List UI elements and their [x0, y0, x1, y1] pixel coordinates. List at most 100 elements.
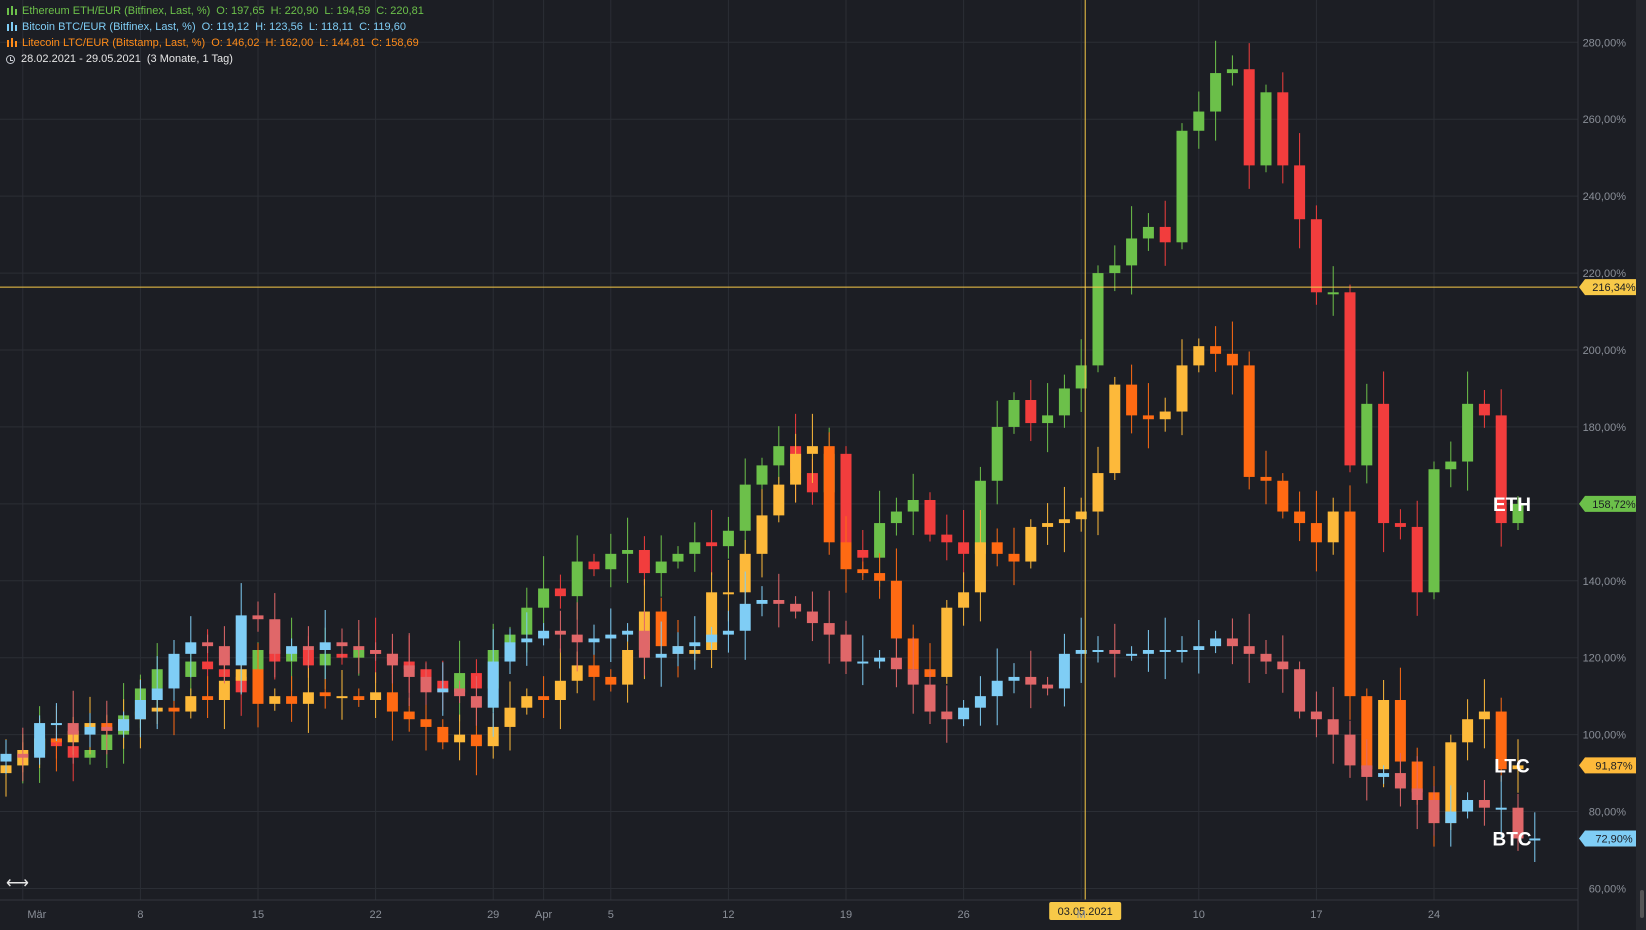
candle [538, 676, 550, 718]
candle-body [17, 753, 29, 758]
candle-body [554, 588, 566, 597]
legend-ltc-name: Litecoin LTC/EUR (Bitstamp, Last, %) [22, 37, 206, 49]
crosshair-value-label: 216,34% [1592, 282, 1636, 294]
candle [1008, 392, 1020, 434]
candle [487, 629, 499, 737]
candle-body [1327, 511, 1339, 543]
candle-body [1462, 403, 1474, 462]
candle [403, 633, 415, 706]
candle [1512, 739, 1524, 793]
candle [756, 457, 768, 492]
candle [1142, 630, 1154, 672]
candle [1394, 509, 1406, 540]
candle [605, 533, 617, 588]
candle-body [958, 542, 970, 554]
candle-body [1277, 92, 1289, 166]
candle-body [302, 692, 314, 704]
candle [874, 650, 886, 669]
legend-eth[interactable]: Ethereum ETH/EUR (Bitfinex, Last, %) O: … [6, 3, 430, 19]
legend-ltc-close: C: 158,69 [371, 37, 419, 49]
candle [302, 660, 314, 733]
x-tick-label: M [1077, 909, 1086, 921]
candle-body [1210, 638, 1222, 647]
candle-body [1142, 415, 1154, 420]
candle-body [571, 665, 583, 681]
candle [1260, 450, 1272, 505]
candle [605, 669, 617, 692]
candle-body [1277, 480, 1289, 512]
candle-body [218, 646, 230, 666]
candle [1411, 756, 1423, 830]
candle-body [941, 607, 953, 677]
series-name-label: LTC [1494, 756, 1530, 777]
scrollbar-thumb[interactable] [1640, 890, 1644, 918]
last-value-box [1579, 757, 1643, 774]
candle-body [806, 446, 818, 454]
candle-body [706, 592, 718, 650]
candle [1294, 491, 1306, 542]
candle [1176, 339, 1188, 436]
legend-ltc-low: L: 144,81 [319, 37, 366, 49]
candle [991, 648, 1003, 726]
candle-body [420, 676, 432, 693]
candle-body [34, 723, 46, 758]
candle [840, 620, 852, 674]
candle [1042, 383, 1054, 453]
candle [1058, 633, 1070, 707]
candle-body [605, 676, 617, 685]
candle-body [151, 688, 163, 700]
candle-body [773, 446, 785, 466]
series-name-label: ETH [1493, 495, 1531, 516]
candle-body [1445, 811, 1457, 824]
x-tick-label: 5 [608, 909, 614, 921]
candle-body [706, 634, 718, 643]
candle [1378, 765, 1390, 784]
candle [1445, 441, 1457, 488]
candle [1142, 213, 1154, 251]
candle-body [454, 734, 466, 743]
candle [151, 656, 163, 730]
candle-body [840, 542, 852, 570]
candle-body [403, 665, 415, 677]
expand-horizontal-icon[interactable]: ⟷ [6, 875, 29, 892]
candle [1327, 686, 1339, 764]
candle [319, 610, 331, 680]
candle [554, 648, 566, 730]
candle [269, 593, 281, 678]
candle [1344, 720, 1356, 778]
legend-eth-high: H: 220,90 [270, 5, 319, 17]
candle-body [1243, 69, 1255, 166]
candle [134, 680, 146, 738]
candle-body [134, 700, 146, 720]
candle-body [353, 646, 365, 650]
candle [1344, 485, 1356, 720]
candle-body [1462, 719, 1474, 743]
candle-body [1361, 696, 1373, 770]
candle-body [1462, 800, 1474, 812]
candle [1327, 266, 1339, 316]
candle [1109, 245, 1121, 292]
legend-ltc[interactable]: Litecoin LTC/EUR (Bitstamp, Last, %) O: … [6, 35, 430, 51]
candle-body [1445, 461, 1457, 470]
legend-btc-open: O: 119,12 [201, 21, 250, 33]
candle-body [1126, 384, 1138, 416]
candle-body [958, 707, 970, 720]
candle [1478, 390, 1490, 428]
candle [1092, 446, 1104, 536]
candle [1327, 497, 1339, 555]
candle [386, 633, 398, 684]
candle [907, 636, 919, 714]
candle-body [1042, 684, 1054, 689]
candle [706, 510, 718, 576]
candle-body [1260, 476, 1272, 481]
candle [890, 637, 902, 688]
candle-body [235, 615, 247, 666]
legend-btc[interactable]: Bitcoin BTC/EUR (Bitfinex, Last, %) O: 1… [6, 19, 430, 35]
candle-body [487, 661, 499, 708]
candle-body [286, 646, 298, 654]
vertical-scrollbar[interactable] [1636, 0, 1646, 930]
candle [1277, 72, 1289, 184]
candle [1025, 380, 1037, 442]
